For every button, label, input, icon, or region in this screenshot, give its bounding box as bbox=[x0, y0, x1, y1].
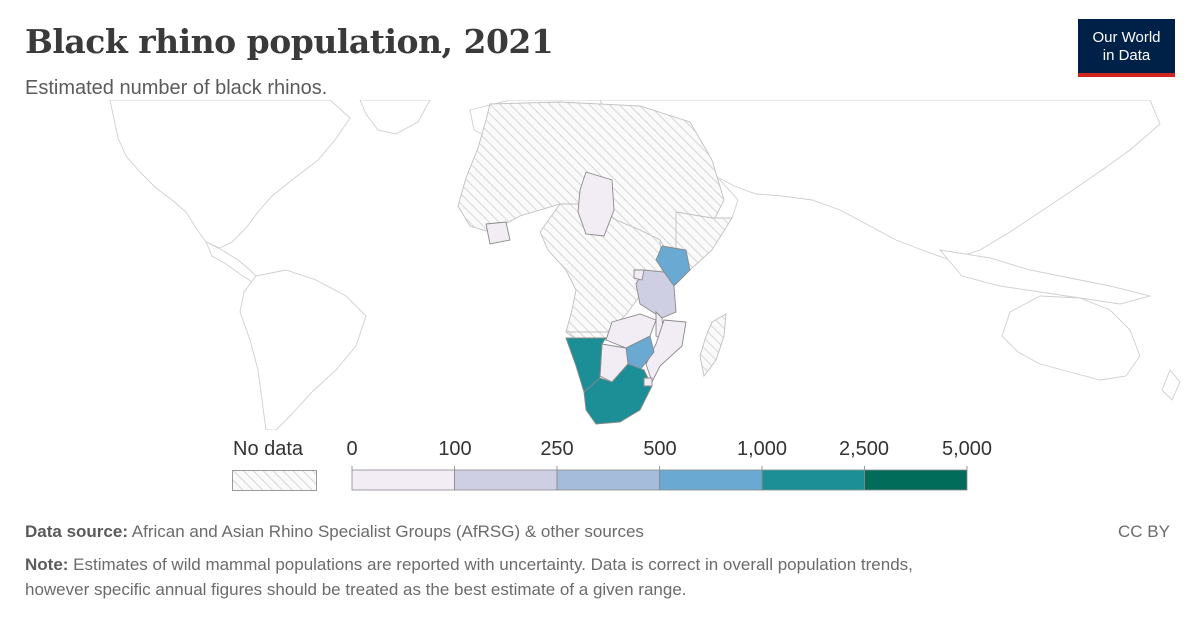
note-line-2: however specific annual figures should b… bbox=[25, 580, 687, 599]
legend-no-data-swatch bbox=[232, 470, 317, 491]
central-america-land bbox=[205, 241, 259, 283]
legend-no-data-label: No data bbox=[233, 438, 304, 460]
logo-line-1: Our World bbox=[1092, 29, 1161, 46]
legend-threshold-500: 500 bbox=[643, 438, 677, 460]
data-source-line: Data source: African and Asian Rhino Spe… bbox=[25, 522, 644, 542]
license-label[interactable]: CC BY bbox=[1118, 522, 1170, 541]
legend-threshold-0: 0 bbox=[346, 438, 358, 460]
chart-subtitle: Estimated number of black rhinos. bbox=[25, 77, 328, 99]
greenland-land bbox=[359, 100, 431, 135]
mozambique-country bbox=[645, 319, 687, 384]
chart-title: Black rhino population, 2021 bbox=[25, 22, 554, 61]
logo-line-2: in Data bbox=[1102, 47, 1151, 64]
data-source-text[interactable]: African and Asian Rhino Specialist Group… bbox=[127, 522, 644, 541]
new-zealand-land bbox=[1161, 369, 1181, 401]
chad-country bbox=[577, 171, 615, 237]
legend-bin-1[interactable] bbox=[454, 469, 558, 491]
madagascar-no-data bbox=[699, 313, 727, 378]
data-source-label: Data source: bbox=[25, 522, 128, 541]
north-america-land bbox=[109, 100, 351, 249]
note-line-1: Note: Estimates of wild mammal populatio… bbox=[25, 555, 913, 575]
logo-accent-bar bbox=[1078, 73, 1175, 77]
legend-threshold-100: 100 bbox=[438, 438, 472, 460]
tanzania-country bbox=[635, 269, 677, 319]
world-map bbox=[109, 100, 1181, 430]
rwanda-country bbox=[633, 269, 645, 281]
legend-bin-4[interactable] bbox=[761, 469, 865, 491]
legend-threshold-1000: 1,000 bbox=[736, 438, 788, 460]
legend-bin-2[interactable] bbox=[556, 469, 660, 491]
note-label: Note: bbox=[25, 555, 69, 574]
legend-bin-5[interactable] bbox=[864, 469, 968, 491]
legend-threshold-2500: 2,500 bbox=[838, 438, 890, 460]
southeast-asia-land bbox=[938, 249, 1152, 305]
legend-bin-3[interactable] bbox=[659, 469, 763, 491]
owid-logo[interactable]: Our World in Data bbox=[1078, 19, 1175, 77]
legend-threshold-5000: 5,000 bbox=[941, 438, 993, 460]
legend-bin-0[interactable] bbox=[351, 469, 455, 491]
australia-land bbox=[1001, 295, 1141, 381]
eswatini-country bbox=[643, 377, 653, 387]
legend-threshold-250: 250 bbox=[540, 438, 574, 460]
cote-divoire-country bbox=[485, 221, 511, 245]
south-america-land bbox=[239, 269, 367, 430]
note-text-1: Estimates of wild mammal populations are… bbox=[68, 555, 913, 574]
legend-color-bar bbox=[351, 466, 968, 491]
